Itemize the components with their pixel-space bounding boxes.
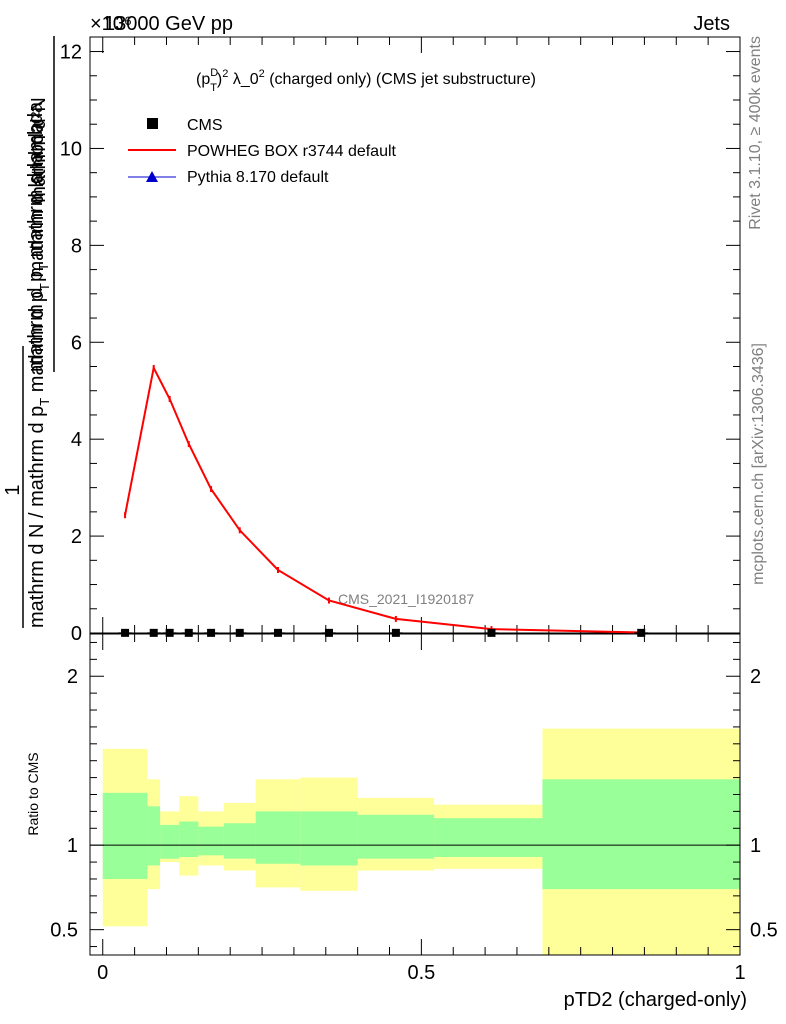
legend-powheg-label: POWHEG BOX r3744 default: [187, 143, 397, 160]
ylabel-part: mathrm d lambda: [25, 101, 47, 263]
main-y-tick-label: 8: [71, 235, 82, 257]
inner-band-bin: [223, 823, 256, 859]
x-tick-label: 0: [97, 962, 108, 984]
main-frame: [89, 36, 741, 634]
title-part: λ_0: [228, 71, 258, 88]
x-tick-label: 1: [734, 962, 745, 984]
ylabel-one: 1: [2, 484, 24, 495]
ylabel-sub: T: [36, 263, 51, 271]
category-label: Jets: [693, 13, 730, 35]
ratio-y-tick-label-right: 1: [750, 835, 761, 857]
legend-cms-marker: [147, 118, 158, 129]
inner-band-bin: [300, 811, 358, 866]
inner-band-bin: [102, 792, 148, 879]
ylabel-numerator: mathrm d²N: [28, 97, 50, 203]
rivet-label: Rivet 3.1.10, ≥ 400k events: [747, 36, 764, 230]
inner-band-bin: [357, 814, 435, 859]
title-part: (charged only) (CMS jet substructure): [265, 71, 536, 88]
main-panel: 0 2 4 6 8 10 12 CMS_2021_I1920187: [60, 36, 741, 645]
main-y-label: mathrm d²N mathrm d pT mathrm d lambda 1…: [2, 36, 55, 628]
x-axis-label: pTD2 (charged-only): [564, 989, 747, 1011]
ylabel-sub: T: [37, 283, 52, 291]
main-y-tick-label: 6: [71, 332, 82, 354]
inner-band-bin: [147, 806, 161, 866]
ratio-y-tick-label-right: 0.5: [750, 920, 778, 942]
inner-band-bin: [198, 826, 224, 856]
main-y-tick-label: 0: [71, 623, 82, 645]
main-y-tick-label: 12: [60, 42, 82, 64]
inner-band-bin: [434, 818, 543, 858]
ylabel-part: mathrm d p: [25, 271, 47, 372]
title-sup: 2: [259, 68, 265, 80]
title-sup: 2: [222, 68, 228, 80]
legend-pythia-marker: [146, 171, 158, 182]
main-y-axis: 0 2 4 6 8 10 12: [60, 42, 740, 645]
mcplots-label: mcplots.cern.ch [arXiv:1306.3436]: [750, 343, 767, 585]
ylabel-sub: T: [37, 398, 52, 406]
legend-pythia-label: Pythia 8.170 default: [187, 169, 329, 186]
inner-band-bin: [179, 821, 199, 858]
watermark: CMS_2021_I1920187: [338, 591, 474, 607]
title-sub: T: [210, 82, 217, 94]
legend: CMS POWHEG BOX r3744 default Pythia 8.17…: [128, 117, 397, 186]
ratio-x-axis: 0 0.5 1: [97, 634, 746, 984]
ylabel-part: mathrm d N / mathrm d p: [26, 406, 48, 628]
main-y-tick-label: 2: [71, 526, 82, 548]
ratio-bands: [90, 728, 740, 955]
legend-cms-label: CMS: [187, 117, 223, 134]
ratio-y-tick-label-right: 2: [750, 666, 761, 688]
ratio-y-tick-label: 1: [67, 835, 78, 857]
inner-band-bin: [542, 779, 740, 890]
ratio-panel: 0.5 0.51 12 2 0 0.5 1 Ratio to CMS pTD2 (char…: [25, 633, 778, 1011]
main-y-tick-label: 4: [71, 429, 82, 451]
ylabel-left-den: mathrm d N / mathrm d pT mathrm d pT mat…: [26, 121, 52, 628]
ratio-y-label: Ratio to CMS: [25, 752, 41, 835]
main-series-group: [118, 364, 649, 637]
title-part: (p: [196, 71, 210, 88]
chart-title: (pD T)2 λ_02 (charged only) (CMS jet subs…: [196, 67, 536, 94]
ylabel-den: mathrm d pT mathrm d lambda: [25, 101, 51, 372]
ratio-y-tick-label: 0.5: [50, 920, 78, 942]
ylabel-part: mathrm d lambda: [26, 121, 48, 283]
energy-label: 13000 GeV pp: [104, 13, 233, 35]
inner-band-bin: [255, 811, 301, 864]
ratio-y-tick-label: 2: [67, 666, 78, 688]
title-sup: D: [210, 67, 218, 79]
ylabel-part: mathrm d p: [26, 291, 48, 398]
y-scale-exponent: ×10⁶: [90, 13, 132, 35]
ratio-y-axis: 0.5 0.5 1 1 2 2: [50, 641, 778, 948]
inner-band-bin: [160, 824, 180, 859]
title-part: ): [217, 71, 222, 88]
x-tick-label: 0.5: [407, 962, 435, 984]
main-y-tick-label: 10: [60, 138, 82, 160]
